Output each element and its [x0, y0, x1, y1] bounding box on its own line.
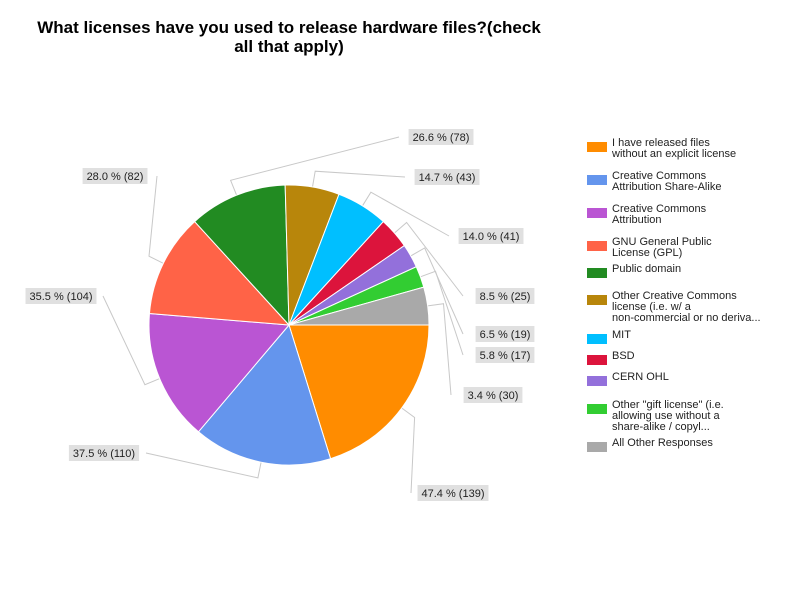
slice-label: 8.5 % (25): [475, 288, 535, 304]
slice-label: 3.4 % (30): [463, 387, 523, 403]
legend-label: I have released files: [612, 137, 710, 149]
legend-swatch: [587, 404, 607, 414]
slice-label: 26.6 % (78): [408, 129, 474, 145]
legend-item: All Other Responses: [587, 437, 713, 452]
legend-item: BSD: [587, 350, 635, 365]
leader-line: [312, 170, 406, 188]
slice-label-box: [475, 288, 535, 304]
legend-label: Other Creative Commons: [612, 290, 737, 302]
slice-label-box: [458, 228, 524, 244]
slice-label: 6.5 % (19): [475, 326, 535, 342]
slice-label: 37.5 % (110): [68, 445, 140, 461]
legend-label: CERN OHL: [612, 371, 669, 383]
legend-swatch: [587, 295, 607, 305]
slice-label-text: 3.4 % (30): [468, 390, 519, 402]
legend-label: BSD: [612, 350, 635, 362]
slice-label-box: [414, 169, 480, 185]
legend-label: allowing use without a: [612, 410, 721, 422]
legend-label: License (GPL): [612, 247, 682, 259]
legend-swatch: [587, 376, 607, 386]
legend-item: CERN OHL: [587, 371, 669, 386]
leader-line: [362, 191, 450, 237]
slice-label-text: 8.5 % (25): [480, 291, 531, 303]
leader-lines: [102, 136, 464, 494]
pie-slice: [288, 286, 430, 326]
slice-label-text: 35.5 % (104): [30, 291, 93, 303]
pie-slices: [148, 184, 430, 466]
pie-slice: [288, 324, 430, 460]
legend-item: Public domain: [587, 263, 681, 278]
chart-title-line-1: What licenses have you used to release h…: [37, 18, 541, 37]
leader-line: [145, 452, 262, 479]
leader-line: [420, 270, 464, 356]
slice-label-box: [68, 445, 140, 461]
slice-label: 47.4 % (139): [417, 485, 489, 501]
legend-swatch: [587, 334, 607, 344]
legend-swatch: [587, 175, 607, 185]
leader-line: [394, 221, 464, 297]
legend-swatch: [587, 241, 607, 251]
leader-line: [148, 175, 164, 264]
legend-swatch: [587, 142, 607, 152]
legend-label: without an explicit license: [611, 148, 736, 160]
slice-label-box: [82, 168, 148, 184]
slice-label: 28.0 % (82): [82, 168, 148, 184]
slice-label-box: [475, 347, 535, 363]
pie-slice: [197, 323, 332, 466]
slice-label-text: 14.7 % (43): [419, 172, 476, 184]
legend-swatch: [587, 442, 607, 452]
slice-label-text: 5.8 % (17): [480, 350, 531, 362]
chart-title-line-2: all that apply): [234, 37, 344, 56]
pie-slice: [193, 184, 290, 327]
legend-label: license (i.e. w/ a: [612, 301, 692, 313]
legend-swatch: [587, 268, 607, 278]
slice-label-text: 28.0 % (82): [87, 171, 144, 183]
legend-label: share-alike / copyl...: [612, 421, 710, 433]
legend-label: GNU General Public: [612, 236, 712, 248]
slice-label-box: [417, 485, 489, 501]
slice-label-text: 47.4 % (139): [422, 488, 485, 500]
leader-line: [401, 407, 416, 494]
slice-label: 5.8 % (17): [475, 347, 535, 363]
pie-slice: [148, 220, 291, 326]
legend-label: MIT: [612, 329, 631, 341]
slice-label-text: 14.0 % (41): [463, 231, 520, 243]
legend-item: Other "gift license" (i.e.allowing use w…: [587, 399, 724, 433]
slice-label-text: 37.5 % (110): [73, 448, 135, 460]
slice-labels: 47.4 % (139) 37.5 % (110) 35.5 % (104) 28.0…: [25, 129, 535, 501]
legend-swatch: [587, 355, 607, 365]
leader-line: [102, 295, 160, 386]
legend-label: non-commercial or no deriva...: [612, 312, 761, 324]
slice-label-box: [463, 387, 523, 403]
leader-line: [427, 303, 452, 396]
slice-label: 14.7 % (43): [414, 169, 480, 185]
legend-label: Creative Commons: [612, 203, 707, 215]
leader-line: [229, 136, 400, 196]
slice-label-box: [475, 326, 535, 342]
legend-label: Other "gift license" (i.e.: [612, 399, 724, 411]
slice-label: 14.0 % (41): [458, 228, 524, 244]
slice-label: 35.5 % (104): [25, 288, 97, 304]
chart-title: What licenses have you used to release h…: [37, 18, 541, 56]
pie-slice: [148, 312, 291, 433]
legend-item: MIT: [587, 329, 631, 344]
legend-label: All Other Responses: [612, 437, 713, 449]
legend-label: Public domain: [612, 263, 681, 275]
slice-label-box: [25, 288, 97, 304]
legend-swatch: [587, 208, 607, 218]
legend-label: Attribution Share-Alike: [612, 181, 721, 193]
slice-label-text: 26.6 % (78): [413, 132, 470, 144]
slice-label-box: [408, 129, 474, 145]
leader-line: [410, 247, 464, 335]
slice-label-text: 6.5 % (19): [480, 329, 531, 341]
legend-label: Creative Commons: [612, 170, 707, 182]
legend-label: Attribution: [612, 214, 662, 226]
